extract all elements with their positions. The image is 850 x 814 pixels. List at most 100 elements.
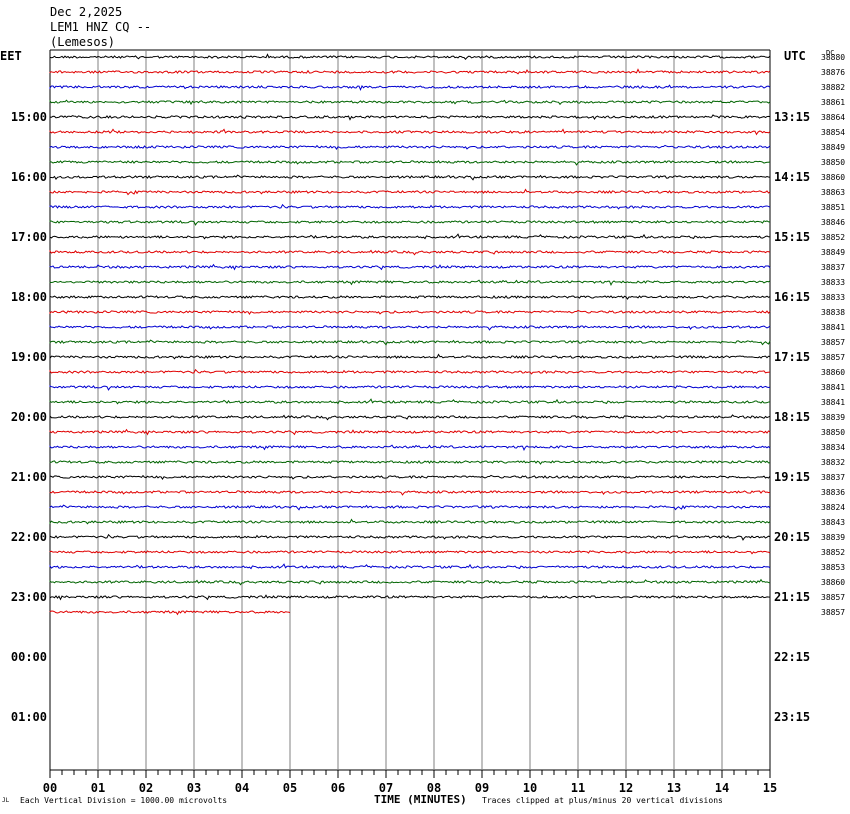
eet-hour-label: 19:00 bbox=[11, 350, 47, 364]
seismic-trace bbox=[49, 594, 771, 601]
x-tick-label: 07 bbox=[379, 781, 393, 795]
dc-offset-label: 38836 bbox=[821, 488, 845, 497]
seismic-trace bbox=[49, 339, 771, 346]
dc-offset-label: 38880 bbox=[821, 53, 845, 62]
seismic-trace bbox=[49, 610, 291, 616]
eet-hour-label: 23:00 bbox=[11, 590, 47, 604]
dc-offset-label: 38851 bbox=[821, 203, 845, 212]
seismic-trace bbox=[49, 490, 771, 496]
dc-offset-label: 38860 bbox=[821, 368, 845, 377]
seismic-trace bbox=[49, 385, 771, 391]
clip-note: Traces clipped at plus/minus 20 vertical… bbox=[482, 796, 723, 805]
dc-offset-label: 38841 bbox=[821, 398, 845, 407]
x-tick-label: 12 bbox=[619, 781, 633, 795]
eet-hour-label: 00:00 bbox=[11, 650, 47, 664]
dc-offset-label: 38837 bbox=[821, 263, 845, 272]
dc-offset-label: 38861 bbox=[821, 98, 845, 107]
seismic-trace bbox=[49, 368, 771, 375]
seismic-trace bbox=[49, 128, 771, 136]
seismic-trace bbox=[49, 84, 771, 91]
utc-hour-label: 19:15 bbox=[774, 470, 810, 484]
dc-offset-label: 38854 bbox=[821, 128, 845, 137]
seismic-trace bbox=[49, 353, 771, 360]
dc-offset-label: 38860 bbox=[821, 578, 845, 587]
x-axis-label: TIME (MINUTES) bbox=[374, 793, 467, 806]
utc-hour-label: 23:15 bbox=[774, 710, 810, 724]
seismic-trace bbox=[49, 504, 771, 511]
location-label: (Lemesos) bbox=[50, 35, 116, 49]
dc-header-label: DC bbox=[826, 49, 835, 57]
eet-hour-label: 22:00 bbox=[11, 530, 47, 544]
x-tick-label: 09 bbox=[475, 781, 489, 795]
x-tick-label: 04 bbox=[235, 781, 249, 795]
dc-offset-label: 38841 bbox=[821, 383, 845, 392]
x-tick-label: 01 bbox=[91, 781, 105, 795]
seismic-trace bbox=[49, 550, 771, 555]
dc-offset-label: 38857 bbox=[821, 608, 845, 617]
seismic-trace bbox=[49, 99, 771, 106]
x-tick-label: 10 bbox=[523, 781, 537, 795]
dc-offset-label: 38832 bbox=[821, 458, 845, 467]
utc-hour-label: 18:15 bbox=[774, 410, 810, 424]
dc-offset-label: 38852 bbox=[821, 548, 845, 557]
dc-offset-label: 38839 bbox=[821, 413, 845, 422]
dc-offset-label: 38849 bbox=[821, 143, 845, 152]
dc-offset-label: 38864 bbox=[821, 113, 845, 122]
x-tick-label: 02 bbox=[139, 781, 153, 795]
seismic-trace bbox=[49, 144, 771, 150]
seismic-trace bbox=[49, 428, 771, 436]
x-tick-label: 03 bbox=[187, 781, 201, 795]
utc-hour-label: 15:15 bbox=[774, 230, 810, 244]
x-tick-label: 08 bbox=[427, 781, 441, 795]
seismic-trace bbox=[49, 533, 771, 541]
seismic-trace bbox=[49, 188, 771, 196]
utc-hour-label: 22:15 bbox=[774, 650, 810, 664]
dc-offset-label: 38824 bbox=[821, 503, 845, 512]
x-tick-label: 11 bbox=[571, 781, 585, 795]
seismic-trace bbox=[49, 398, 771, 405]
utc-hour-label: 17:15 bbox=[774, 350, 810, 364]
x-tick-label: 05 bbox=[283, 781, 297, 795]
x-tick-label: 06 bbox=[331, 781, 345, 795]
dc-offset-label: 38849 bbox=[821, 248, 845, 257]
eet-hour-label: 16:00 bbox=[11, 170, 47, 184]
utc-hour-label: 21:15 bbox=[774, 590, 810, 604]
dc-offset-label: 38857 bbox=[821, 338, 845, 347]
seismic-trace bbox=[49, 460, 771, 465]
seismic-trace bbox=[49, 309, 771, 315]
seismic-trace bbox=[49, 325, 771, 331]
dc-offset-label: 38843 bbox=[821, 518, 845, 527]
dc-offset-label: 38850 bbox=[821, 428, 845, 437]
eet-hour-label: 17:00 bbox=[11, 230, 47, 244]
dc-offset-label: 38853 bbox=[821, 563, 845, 572]
seismic-trace bbox=[49, 53, 771, 60]
dc-offset-label: 38841 bbox=[821, 323, 845, 332]
eet-hour-label: 18:00 bbox=[11, 290, 47, 304]
dc-offset-label: 38863 bbox=[821, 188, 845, 197]
eet-hour-label: 20:00 bbox=[11, 410, 47, 424]
dc-offset-label: 38857 bbox=[821, 353, 845, 362]
utc-hour-label: 14:15 bbox=[774, 170, 810, 184]
seismic-trace bbox=[49, 68, 771, 75]
seismic-trace bbox=[49, 578, 771, 586]
seismic-trace bbox=[49, 414, 771, 421]
seismic-trace bbox=[49, 233, 771, 240]
utc-hour-label: 16:15 bbox=[774, 290, 810, 304]
station-label: LEM1 HNZ CQ -- bbox=[50, 20, 152, 34]
dc-offset-label: 38846 bbox=[821, 218, 845, 227]
dc-offset-label: 38833 bbox=[821, 278, 845, 287]
corner-mark: JL bbox=[2, 797, 10, 804]
dc-offset-label: 38834 bbox=[821, 443, 845, 452]
seismic-trace bbox=[49, 174, 771, 181]
dc-offset-label: 38860 bbox=[821, 173, 845, 182]
dc-offset-label: 38837 bbox=[821, 473, 845, 482]
dc-offset-label: 38839 bbox=[821, 533, 845, 542]
seismic-trace bbox=[49, 518, 771, 525]
right-timezone-label: UTC bbox=[784, 49, 806, 63]
seismic-trace bbox=[49, 474, 771, 480]
seismic-trace bbox=[49, 563, 771, 570]
dc-offset-label: 38882 bbox=[821, 83, 845, 92]
eet-hour-label: 21:00 bbox=[11, 470, 47, 484]
utc-hour-label: 20:15 bbox=[774, 530, 810, 544]
